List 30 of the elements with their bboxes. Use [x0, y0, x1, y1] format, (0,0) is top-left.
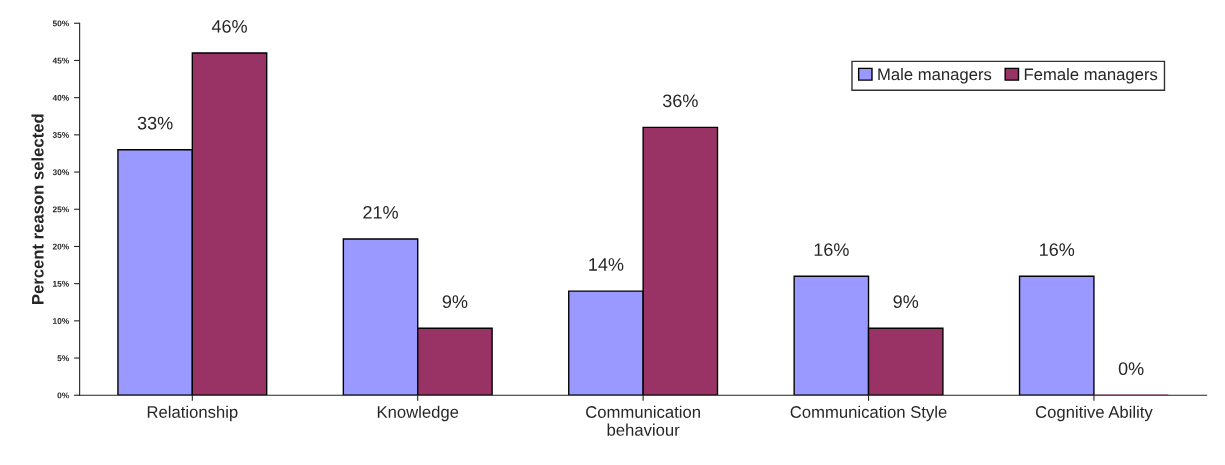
y-tick-label: 0%: [57, 392, 69, 399]
data-label: 36%: [662, 94, 698, 108]
legend-label: Female managers: [1024, 68, 1158, 84]
y-tick-label: 50%: [52, 20, 69, 27]
data-label: 16%: [1040, 243, 1075, 256]
y-tick-label: 10%: [53, 318, 69, 324]
x-tick-label: Communication Style: [790, 405, 947, 422]
legend-label: Male managers: [878, 68, 992, 84]
data-label: 14%: [589, 258, 624, 271]
y-tick-label: 40%: [52, 94, 69, 101]
y-tick-label: 35%: [52, 132, 69, 138]
y-tick-label: 15%: [53, 280, 69, 287]
data-label: 46%: [211, 19, 247, 33]
y-tick-label: 25%: [52, 206, 69, 213]
data-label: 16%: [814, 243, 849, 256]
y-tick-label: 30%: [52, 169, 69, 176]
y-tick-label: 5%: [57, 355, 69, 362]
x-tick-label: Relationship: [147, 405, 238, 422]
y-axis-title: Percent reason selected: [31, 114, 44, 305]
x-tick-label: Knowledge: [377, 405, 459, 422]
x-tick-label: Communication behaviour: [586, 405, 700, 436]
data-label: 21%: [363, 205, 398, 219]
data-label: 9%: [442, 295, 468, 309]
bar: [1018, 275, 1095, 396]
data-label: 0%: [1118, 362, 1144, 376]
data-label: 33%: [137, 116, 173, 130]
x-tick-label: Cognitive Ability: [1035, 405, 1153, 422]
y-tick-label: 45%: [52, 57, 69, 64]
y-tick-label: 20%: [52, 243, 69, 250]
data-label: 9%: [893, 295, 919, 309]
